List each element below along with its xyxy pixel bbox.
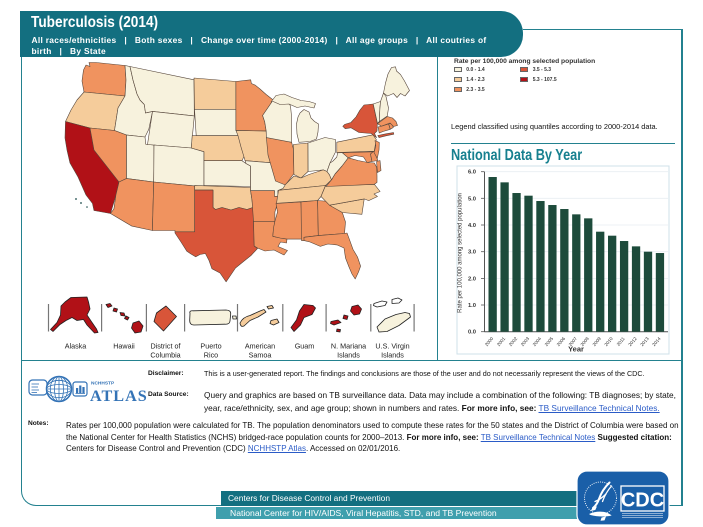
svg-text:2009: 2009 xyxy=(592,336,603,347)
svg-text:Alaska: Alaska xyxy=(65,342,87,351)
svg-text:Columbia: Columbia xyxy=(150,351,180,360)
svg-text:4.0: 4.0 xyxy=(468,223,476,229)
svg-text:Rate per 100,000 among selecte: Rate per 100,000 among selected populati… xyxy=(458,193,464,313)
svg-text:2008: 2008 xyxy=(580,336,591,347)
svg-text:NCHHSTP: NCHHSTP xyxy=(91,381,115,387)
svg-text:Rico: Rico xyxy=(204,351,218,360)
svg-text:2000: 2000 xyxy=(484,336,495,347)
svg-text:2003: 2003 xyxy=(520,336,531,347)
svg-text:2011: 2011 xyxy=(616,336,626,347)
svg-text:American: American xyxy=(245,342,275,351)
svg-text:3.0: 3.0 xyxy=(468,250,476,256)
svg-text:2013: 2013 xyxy=(639,336,650,347)
svg-text:U.S. Virgin: U.S. Virgin xyxy=(375,342,409,351)
svg-text:Islands: Islands xyxy=(381,351,404,360)
svg-text:Hawaii: Hawaii xyxy=(113,342,135,351)
svg-text:Puerto: Puerto xyxy=(200,342,221,351)
svg-text:2010: 2010 xyxy=(603,336,614,347)
svg-text:2001: 2001 xyxy=(496,336,507,347)
svg-text:District of: District of xyxy=(151,342,181,351)
svg-text:Guam: Guam xyxy=(295,342,315,351)
svg-text:2004: 2004 xyxy=(532,336,543,347)
svg-text:CDC: CDC xyxy=(621,490,664,512)
svg-text:2012: 2012 xyxy=(627,336,638,347)
svg-text:1.0: 1.0 xyxy=(468,303,476,309)
svg-text:N. Mariana: N. Mariana xyxy=(331,342,366,351)
svg-text:2006: 2006 xyxy=(556,336,567,347)
svg-text:0.0: 0.0 xyxy=(468,330,476,336)
svg-text:5.0: 5.0 xyxy=(468,196,476,202)
svg-text:2007: 2007 xyxy=(568,336,579,347)
svg-text:2.0: 2.0 xyxy=(468,276,476,282)
svg-text:Year: Year xyxy=(568,345,584,354)
svg-text:2005: 2005 xyxy=(544,336,555,347)
svg-text:6.0: 6.0 xyxy=(468,170,476,176)
svg-text:Samoa: Samoa xyxy=(249,351,272,360)
svg-text:2014: 2014 xyxy=(651,336,662,347)
svg-text:Islands: Islands xyxy=(337,351,360,360)
svg-text:2002: 2002 xyxy=(508,336,519,347)
svg-text:ATLAS: ATLAS xyxy=(90,387,148,405)
